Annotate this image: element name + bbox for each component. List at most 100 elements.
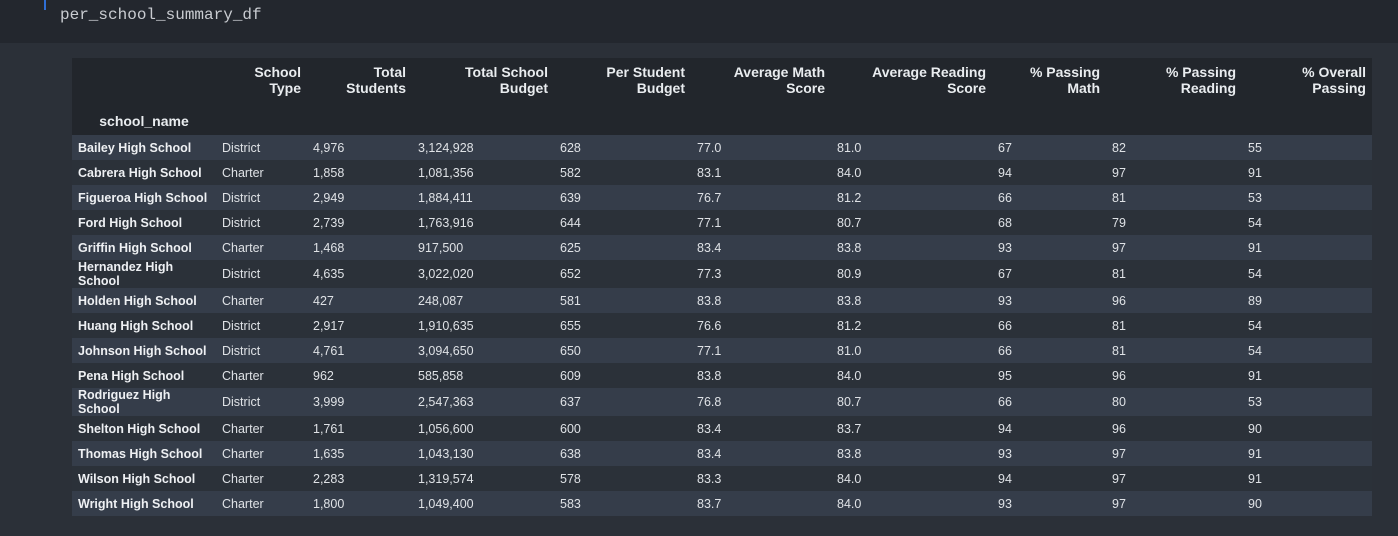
table-cell: 83.8: [837, 293, 862, 308]
table-cell: 93: [998, 240, 1012, 255]
table-cell: 80.7: [837, 395, 862, 409]
table-cell: 583: [560, 496, 581, 511]
table-cell: 83.7: [837, 421, 862, 436]
table-cell: 54: [1248, 318, 1262, 333]
table-cell: 81: [1112, 343, 1126, 358]
table-cell: 1,761: [313, 421, 345, 436]
table-cell: 66: [998, 395, 1012, 409]
table-cell: 83.4: [697, 446, 722, 461]
table-cell: Charter: [222, 471, 264, 486]
column-header: % Passing Reading: [1106, 58, 1242, 107]
table-cell: 77.0: [697, 140, 722, 155]
table-cell: 96: [1112, 368, 1126, 383]
table-row: Thomas High School Charter 1,635 1,043,130 6…: [72, 441, 1372, 466]
table-cell: 1,056,600: [418, 421, 474, 436]
table-cell: 81.2: [837, 190, 862, 205]
row-index-label: Ford High School: [78, 215, 183, 230]
table-cell: 67: [998, 267, 1012, 281]
table-cell: 80.9: [837, 267, 862, 281]
table-cell: 97: [1112, 165, 1126, 180]
table-cell: 93: [998, 496, 1012, 511]
table-row: Huang High School District 2,917 1,910,635 6…: [72, 313, 1372, 338]
row-index-label: Cabrera High School: [78, 165, 202, 180]
table-cell: District: [222, 267, 261, 281]
table-cell: 1,049,400: [418, 496, 474, 511]
table-cell: 81.0: [837, 140, 862, 155]
table-cell: Charter: [222, 421, 264, 436]
table-cell: District: [222, 140, 261, 155]
table-cell: Charter: [222, 293, 264, 308]
row-index-label: Pena High School: [78, 368, 185, 383]
table-cell: 80.7: [837, 215, 862, 230]
row-index-label: Thomas High School: [78, 446, 203, 461]
code-cell[interactable]: per_school_summary_df: [0, 0, 1398, 43]
column-header: School Type: [216, 58, 307, 107]
table-cell: 76.7: [697, 190, 722, 205]
row-index-label: Johnson High School: [78, 343, 207, 358]
table-cell: 644: [560, 215, 581, 230]
row-index-label: Hernandez High School: [78, 260, 174, 288]
table-cell: 578: [560, 471, 581, 486]
table-cell: 81.0: [837, 343, 862, 358]
table-cell: 84.0: [837, 368, 862, 383]
table-cell: District: [222, 215, 261, 230]
table-cell: 83.4: [697, 240, 722, 255]
code-line[interactable]: per_school_summary_df: [60, 6, 262, 24]
table-cell: 1,081,356: [418, 165, 474, 180]
table-cell: 67: [998, 140, 1012, 155]
table-cell: 82: [1112, 140, 1126, 155]
table-cell: 54: [1248, 343, 1262, 358]
table-cell: 97: [1112, 496, 1126, 511]
row-index-label: Huang High School: [78, 318, 194, 333]
table-cell: 1,800: [313, 496, 345, 511]
table-cell: 96: [1112, 293, 1126, 308]
row-index-label: Rodriguez High School: [78, 388, 171, 416]
table-cell: 97: [1112, 240, 1126, 255]
column-header: % Overall Passing: [1242, 58, 1372, 107]
table-cell: 2,917: [313, 318, 345, 333]
table-cell: 83.8: [697, 368, 722, 383]
table-cell: 652: [560, 267, 581, 281]
table-cell: 76.6: [697, 318, 722, 333]
table-cell: 1,635: [313, 446, 345, 461]
table-cell: 585,858: [418, 368, 464, 383]
table-cell: 90: [1248, 421, 1262, 436]
table-cell: 94: [998, 421, 1012, 436]
table-cell: 83.1: [697, 165, 722, 180]
column-header-row: School Type Total Students Total School …: [72, 58, 1372, 107]
table-row: Shelton High School Charter 1,761 1,056,600…: [72, 416, 1372, 441]
table-cell: 53: [1248, 395, 1262, 409]
table-cell: 89: [1248, 293, 1262, 308]
index-name: school_name: [72, 107, 216, 135]
table-cell: Charter: [222, 496, 264, 511]
table-row: Pena High School Charter 962 585,858 609 83.8…: [72, 363, 1372, 388]
table-cell: 80: [1112, 395, 1126, 409]
table-cell: 84.0: [837, 165, 862, 180]
table-cell: 93: [998, 293, 1012, 308]
column-header: Per Student Budget: [554, 58, 691, 107]
table-cell: 1,763,916: [418, 215, 474, 230]
table-cell: 637: [560, 395, 581, 409]
table-cell: 54: [1248, 267, 1262, 281]
table-cell: 53: [1248, 190, 1262, 205]
table-cell: District: [222, 190, 261, 205]
table-row: Holden High School Charter 427 248,087 581 83…: [72, 288, 1372, 313]
header-blank: [72, 58, 216, 107]
table-cell: 639: [560, 190, 581, 205]
table-row: Griffin High School Charter 1,468 917,500 62…: [72, 235, 1372, 260]
table-cell: 1,319,574: [418, 471, 474, 486]
column-header: % Passing Math: [992, 58, 1106, 107]
table-cell: 2,739: [313, 215, 345, 230]
table-cell: 3,124,928: [418, 140, 474, 155]
table-cell: 1,884,411: [418, 190, 473, 205]
table-row: Johnson High School District 4,761 3,094,65…: [72, 338, 1372, 363]
row-index-label: Figueroa High School: [78, 190, 208, 205]
table-cell: 917,500: [418, 240, 464, 255]
index-header-row: school_name: [72, 107, 1372, 135]
table-cell: 1,858: [313, 165, 345, 180]
table-cell: District: [222, 395, 261, 409]
table-cell: 3,999: [313, 395, 345, 409]
table-cell: 95: [998, 368, 1012, 383]
table-cell: 2,283: [313, 471, 345, 486]
table-cell: 94: [998, 165, 1012, 180]
